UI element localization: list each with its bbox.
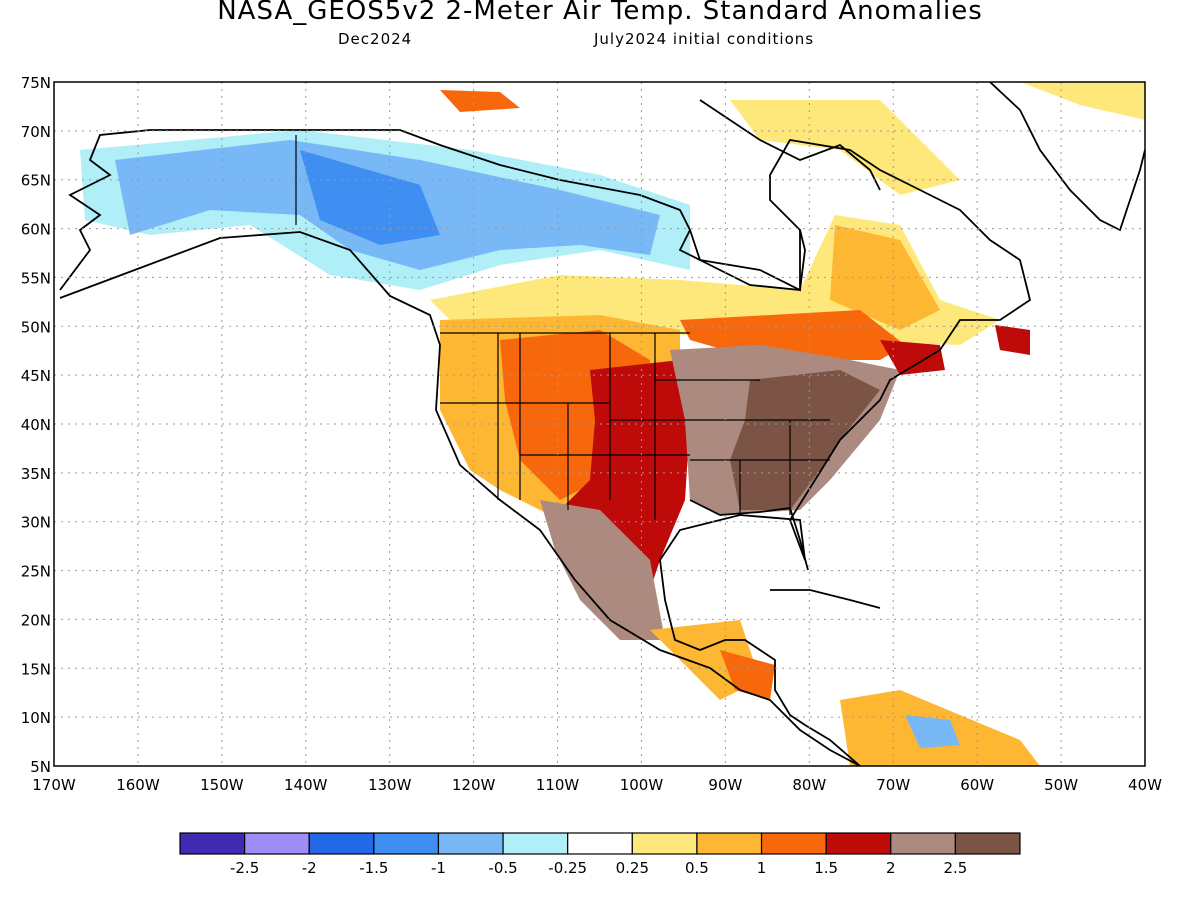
lat-tick-label: 25N <box>21 563 51 581</box>
anomaly-south-america-cool <box>905 715 960 748</box>
lon-tick-label: 80W <box>792 776 826 794</box>
anomaly-maritimes <box>880 340 945 375</box>
lat-tick-label: 60N <box>21 221 51 239</box>
coastline-greenland <box>989 82 1145 232</box>
colorbar-label: 0.5 <box>685 859 709 877</box>
map-title: NASA_GEOS5v2 2-Meter Air Temp. Standard … <box>217 0 983 26</box>
lon-tick-label: 50W <box>1044 776 1078 794</box>
colorbar-swatch <box>825 832 892 855</box>
coastlines <box>59 82 1145 766</box>
colorbar-swatch <box>437 832 504 855</box>
colorbar <box>179 832 1021 855</box>
lon-tick-label: 70W <box>876 776 910 794</box>
lat-tick-label: 20N <box>21 611 51 629</box>
anomaly-cold-strong <box>300 150 440 245</box>
lat-tick-label: 15N <box>21 660 51 678</box>
lat-tick-label: 50N <box>21 318 51 336</box>
colorbar-swatch <box>567 832 633 855</box>
colorbar-swatch <box>890 832 956 855</box>
coastline-north-america <box>59 231 861 766</box>
coastline-hudson-bay <box>689 229 806 291</box>
colorbar-swatch <box>696 832 763 855</box>
colorbar-label: 2.5 <box>943 859 967 877</box>
lon-tick-label: 120W <box>452 776 496 794</box>
coastline-cuba <box>770 589 881 609</box>
colorbar-label: -2 <box>302 859 317 877</box>
anomaly-warm-orange <box>830 225 940 330</box>
lat-tick-label: 10N <box>21 709 51 727</box>
lat-tick-label: 70N <box>21 123 51 141</box>
lon-tick-label: 100W <box>620 776 664 794</box>
colorbar-swatch <box>373 832 440 855</box>
colorbar-label: 1 <box>757 859 767 877</box>
colorbar-label: 0.25 <box>616 859 649 877</box>
lon-tick-label: 40W <box>1128 776 1162 794</box>
colorbar-labels: -2.5 -2 -1.5 -1 -0.5 -0.25 0.25 0.5 1 1.5 2 2.5 <box>230 859 967 877</box>
longitude-labels: 170W 160W 150W 140W 130W 120W 110W 100W 90W 80W 70… <box>32 776 1162 794</box>
lat-lon-grid <box>54 82 1145 766</box>
lon-tick-label: 110W <box>536 776 580 794</box>
lat-tick-label: 35N <box>21 465 51 483</box>
lat-tick-label: 55N <box>21 269 51 287</box>
coastline-florida <box>789 507 809 571</box>
anomaly-central-america-strong <box>720 650 775 700</box>
lon-tick-label: 160W <box>116 776 160 794</box>
lon-tick-label: 60W <box>960 776 994 794</box>
lat-tick-label: 75N <box>21 74 51 92</box>
lon-tick-label: 170W <box>32 776 76 794</box>
lon-tick-label: 140W <box>284 776 328 794</box>
lat-tick-label: 65N <box>21 172 51 190</box>
colorbar-swatch <box>502 832 569 855</box>
colorbar-swatch <box>179 832 246 855</box>
lon-tick-label: 150W <box>200 776 244 794</box>
lat-tick-label: 5N <box>30 758 51 776</box>
colorbar-label: -1.5 <box>359 859 388 877</box>
lon-tick-label: 90W <box>708 776 742 794</box>
colorbar-label: -2.5 <box>230 859 259 877</box>
coastline-north-america <box>59 129 1032 766</box>
anomaly-arctic-warm <box>730 100 960 195</box>
lat-tick-label: 45N <box>21 367 51 385</box>
colorbar-swatch <box>954 832 1021 855</box>
lat-tick-label: 40N <box>21 416 51 434</box>
map-frame <box>53 81 1146 767</box>
anomaly-greenland-warm <box>1020 82 1145 120</box>
colorbar-label: -0.25 <box>548 859 587 877</box>
colorbar-swatch <box>631 832 698 855</box>
anomaly-newfoundland <box>995 325 1030 355</box>
colorbar-label: -1 <box>431 859 446 877</box>
coastline-baffin <box>699 99 881 191</box>
anomaly-mexico <box>540 500 665 640</box>
lon-tick-label: 130W <box>368 776 412 794</box>
anomaly-arctic-warm <box>440 90 520 112</box>
state-borders <box>295 135 830 520</box>
colorbar-swatch <box>760 832 827 855</box>
colorbar-swatch <box>308 832 375 855</box>
colorbar-label: -0.5 <box>488 859 517 877</box>
colorbar-label: 1.5 <box>814 859 838 877</box>
lat-tick-label: 30N <box>21 514 51 532</box>
forecast-month: Dec2024 <box>338 30 413 48</box>
colorbar-swatch <box>244 832 310 855</box>
anomaly-field <box>80 82 1145 766</box>
colorbar-label: 2 <box>886 859 896 877</box>
anomaly-east-strong <box>730 370 880 510</box>
initial-conditions-label: July2024 initial conditions <box>594 30 815 48</box>
latitude-labels: 75N 70N 65N 60N 55N 50N 45N 40N 35N 30N 25N 20N 15N 1… <box>21 74 51 776</box>
